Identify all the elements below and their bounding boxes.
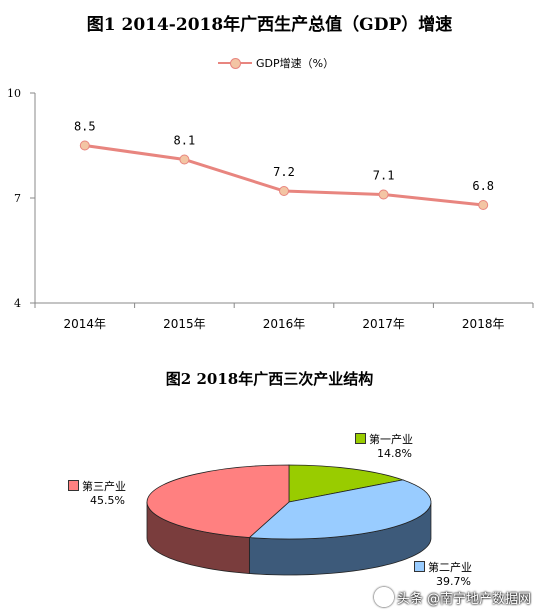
watermark-logo-icon <box>373 587 394 607</box>
x-tick-label: 2016年 <box>263 317 306 331</box>
x-tick-label: 2018年 <box>462 317 505 331</box>
secondary-name: 第二产业 <box>428 561 472 574</box>
line-chart: 4 7 10 2014年 2015年 2016年 2017年 2018年 8.5 8.1 7.2 7.… <box>7 87 534 331</box>
data-label: 7.1 <box>373 169 395 183</box>
pie-label-secondary: 第二产业 39.7% <box>414 561 472 589</box>
legend-series-label: GDP增速（%） <box>256 57 335 70</box>
data-label: 8.1 <box>174 134 196 148</box>
tertiary-swatch-icon <box>68 480 79 491</box>
data-label: 6.8 <box>472 179 494 193</box>
secondary-value: 39.7% <box>436 575 471 588</box>
pie-slice <box>288 464 405 503</box>
primary-name: 第一产业 <box>369 433 413 446</box>
data-point <box>478 200 489 210</box>
pie-slice <box>248 479 432 540</box>
data-point <box>79 140 90 151</box>
chart1-legend: GDP增速（%） <box>218 55 334 71</box>
pie-label-tertiary: 第三产业 45.5% <box>68 480 126 508</box>
secondary-swatch-icon <box>414 561 425 572</box>
chart1-title: 图1 2014-2018年广西生产总值（GDP）增速 <box>86 15 453 35</box>
primary-swatch-icon <box>355 433 366 444</box>
x-tick-label: 2017年 <box>362 317 405 331</box>
data-point <box>179 154 190 165</box>
watermark: 头条 @南宁地产数据网 <box>373 587 531 607</box>
y-tick-label: 7 <box>14 192 21 205</box>
y-tick-label: 4 <box>14 297 21 310</box>
data-point <box>279 186 289 196</box>
watermark-text: 头条 @南宁地产数据网 <box>396 592 531 607</box>
tertiary-value: 45.5% <box>90 494 125 507</box>
data-point <box>378 189 389 200</box>
primary-value: 14.8% <box>377 447 412 460</box>
pie-slice <box>146 464 290 538</box>
data-label: 8.5 <box>74 120 96 134</box>
x-tick-label: 2015年 <box>163 317 206 331</box>
tertiary-name: 第三产业 <box>82 480 126 493</box>
x-tick-label: 2014年 <box>64 317 107 331</box>
legend-line-marker-icon <box>218 58 252 69</box>
pie-label-primary: 第一产业 14.8% <box>355 433 413 461</box>
chart2-title: 图2 2018年广西三次产业结构 <box>165 370 374 388</box>
data-label: 7.2 <box>273 165 295 179</box>
y-tick-label: 10 <box>7 87 21 100</box>
